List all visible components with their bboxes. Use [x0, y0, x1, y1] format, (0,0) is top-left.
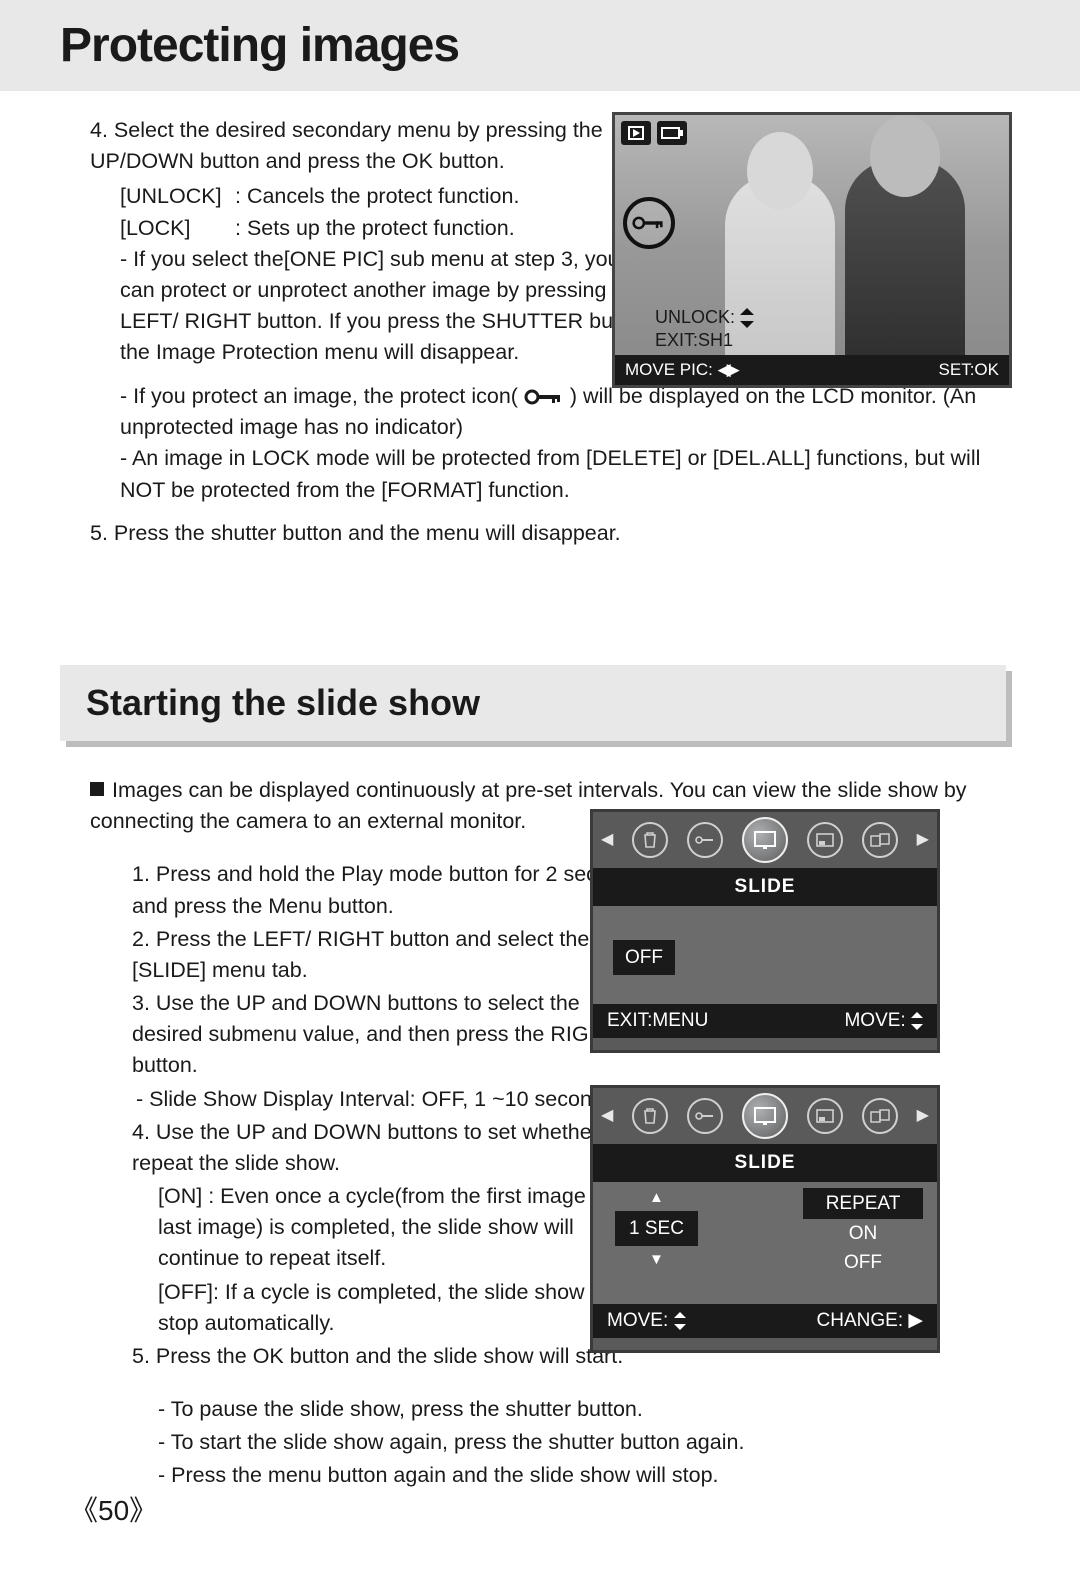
lcd-slide-menu-2: ◀ ▶ SLIDE ▲ 1 SEC ▼ REPEAT ON OFF [590, 1085, 940, 1353]
left-arrow-icon: ◀ [601, 1104, 613, 1127]
right-arrow-icon: ▶ [917, 1104, 929, 1127]
s5c: - Press the menu button again and the sl… [132, 1460, 1010, 1491]
figure-bride-head [747, 132, 813, 210]
section2-header: Starting the slide show [60, 665, 1006, 741]
updown-arrows-icon [911, 1012, 923, 1030]
lcd1-setok: SET:OK [939, 360, 999, 380]
step4-intro: 4. Select the desired secondary menu by … [90, 115, 660, 177]
lcd1-exit-label: EXIT:SH1 [655, 329, 754, 352]
menu2-title: SLIDE [593, 1144, 937, 1182]
lcd1-midtext: UNLOCK: EXIT:SH1 [655, 306, 754, 351]
updown-arrows-icon [674, 1312, 686, 1330]
section1-header: Protecting images [0, 0, 1080, 91]
menu2-change: CHANGE: ▶ [817, 1307, 923, 1335]
menu2-body: ▲ 1 SEC ▼ REPEAT ON OFF [593, 1182, 937, 1304]
lcd1-movepic: MOVE PIC: ◀▶ [625, 360, 736, 380]
section2-title: Starting the slide show [86, 677, 1006, 729]
s5a: - To pause the slide show, press the shu… [132, 1394, 1010, 1425]
step5: 5. Press the shutter button and the menu… [90, 518, 1010, 549]
updown-arrows-icon [740, 308, 754, 328]
bullet-protecticon: - If you protect an image, the protect i… [90, 381, 1010, 443]
section2-body: Images can be displayed continuously at … [90, 775, 1010, 1492]
menu-icon-key [687, 822, 723, 858]
menu2-rightcol: REPEAT ON OFF [803, 1188, 923, 1278]
menu-icon-key [687, 1098, 723, 1134]
menu2-footer: MOVE: CHANGE: ▶ [593, 1304, 937, 1338]
left-arrow-icon: ◀ [601, 828, 613, 851]
bullet-lockmode: - An image in LOCK mode will be protecte… [90, 443, 1010, 505]
lock-def: [LOCK]: Sets up the protect function. [90, 213, 660, 244]
menu2-off: OFF [844, 1252, 882, 1273]
menu-icon-slide-selected [742, 1093, 788, 1139]
figure-groom-head [870, 115, 940, 197]
menu-icon-display [807, 822, 843, 858]
lcd-preview-protect: UNLOCK: EXIT:SH1 MOVE PIC: ◀▶ SET:OK [612, 112, 1012, 388]
play-icon [621, 121, 651, 145]
s5b: - To start the slide show again, press t… [132, 1427, 1010, 1458]
menu-icon-trash [632, 1098, 668, 1134]
unlock-def: [UNLOCK]: Cancels the protect function. [90, 181, 660, 212]
bullet-onepic: - If you select the[ONE PIC] sub menu at… [90, 244, 660, 369]
menu2-move: MOVE: [607, 1307, 686, 1335]
menu-icon-copy [862, 1098, 898, 1134]
section1-content-full: - If you protect an image, the protect i… [0, 381, 1080, 549]
menu2-repeat: REPEAT [803, 1188, 923, 1219]
section2-steps: 1. Press and hold the Play mode button f… [90, 859, 650, 1372]
s4: 4. Use the UP and DOWN buttons to set wh… [132, 1117, 650, 1179]
menu1-off-chip: OFF [613, 940, 675, 976]
s3: 3. Use the UP and DOWN buttons to select… [132, 988, 650, 1082]
menu1-footer: EXIT:MENU MOVE: [593, 1004, 937, 1038]
menu2-1sec-chip: 1 SEC [615, 1211, 698, 1247]
menu-icon-trash [632, 822, 668, 858]
menu2-iconrow: ◀ ▶ [593, 1088, 937, 1144]
menu1-title: SLIDE [593, 868, 937, 906]
lcd1-topbar [621, 121, 687, 145]
section2: Starting the slide show Images can be di… [0, 641, 1080, 1492]
right-arrow-icon: ▶ [917, 828, 929, 851]
key-icon [524, 389, 564, 405]
s3-sub: - Slide Show Display Interval: OFF, 1 ~1… [132, 1084, 650, 1115]
page-number: 《50》 [70, 1489, 157, 1529]
lcd-slide-menu-1: ◀ ▶ SLIDE OFF EXIT:MENU MOVE: [590, 809, 940, 1053]
menu1-exit: EXIT:MENU [607, 1007, 708, 1035]
menu-icon-display [807, 1098, 843, 1134]
menu-icon-copy [862, 822, 898, 858]
s2: 2. Press the LEFT/ RIGHT button and sele… [132, 924, 650, 986]
up-arrow-icon: ▲ [615, 1190, 698, 1205]
menu2-on: ON [849, 1223, 878, 1244]
section2-s5-subs: - To pause the slide show, press the shu… [90, 1394, 1010, 1492]
lcd1-bottombar: MOVE PIC: ◀▶ SET:OK [615, 355, 1009, 385]
menu2-leftcol: ▲ 1 SEC ▼ [615, 1190, 698, 1268]
battery-icon [657, 121, 687, 145]
s1: 1. Press and hold the Play mode button f… [132, 859, 650, 921]
s5: 5. Press the OK button and the slide sho… [132, 1341, 650, 1372]
section1-title: Protecting images [60, 18, 1080, 73]
menu1-move: MOVE: [844, 1007, 923, 1035]
off-def: [OFF]: If a cycle is completed, the slid… [132, 1277, 650, 1339]
menu-icon-slide-selected [742, 817, 788, 863]
down-arrow-icon: ▼ [615, 1252, 698, 1267]
menu1-body: OFF [593, 906, 937, 1004]
on-def: [ON] : Even once a cycle(from the first … [132, 1181, 650, 1275]
protect-key-indicator [623, 197, 675, 249]
menu1-iconrow: ◀ ▶ [593, 812, 937, 868]
square-bullet-icon [90, 782, 104, 796]
